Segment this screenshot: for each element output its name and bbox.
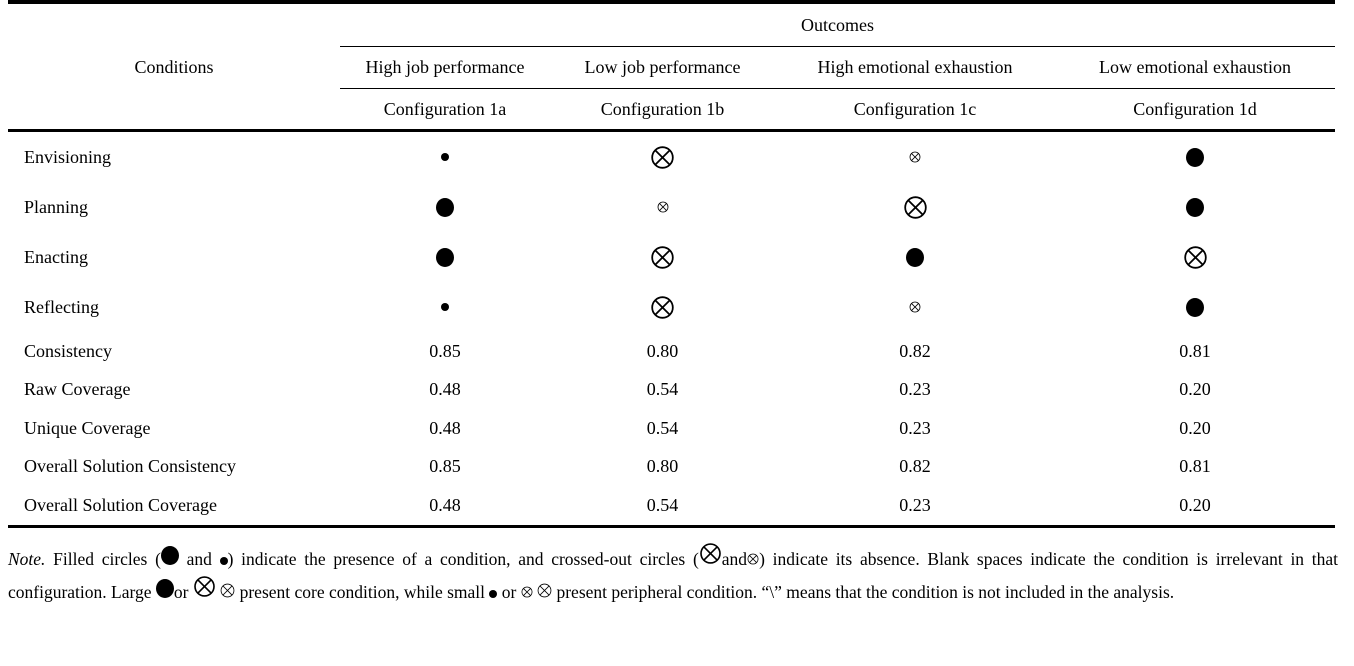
small-filled-circle-icon [489, 590, 498, 599]
large-crossed-circle-icon [699, 542, 722, 565]
small-crossed-circle-icon [657, 201, 669, 213]
value-cell: 0.23 [899, 494, 931, 515]
symbol-cell [1055, 182, 1335, 232]
large-filled-circle-icon [436, 247, 454, 267]
condition-row-label: Planning [24, 196, 89, 217]
large-filled-circle-icon [906, 247, 924, 267]
symbol-cell [775, 132, 1055, 182]
symbol-cell [550, 282, 775, 332]
value-cell: 0.48 [429, 379, 461, 400]
condition-row-label: Unique Coverage [24, 417, 151, 438]
large-filled-circle-icon [160, 545, 179, 565]
condition-row-label: Reflecting [24, 296, 99, 317]
qca-results-table: Outcomes Conditions High job performance… [8, 0, 1335, 528]
header-thick-rule [8, 129, 1335, 132]
symbol-cell [775, 282, 1055, 332]
value-cell: 0.82 [899, 456, 931, 477]
condition-row-label: Enacting [24, 246, 88, 267]
value-cell: 0.85 [429, 340, 461, 361]
conditions-header: Conditions [134, 57, 214, 77]
large-crossed-circle-icon [903, 195, 928, 220]
large-filled-circle-icon [1186, 297, 1204, 317]
outcome-header-3: High emotional exhaustion [775, 47, 1055, 89]
value-cell: 0.48 [429, 494, 461, 515]
config-header-4: Configuration 1d [1133, 98, 1257, 119]
symbol-cell [550, 182, 775, 232]
symbol-cell [340, 132, 550, 182]
symbol-cell [1055, 282, 1335, 332]
value-cell: 0.82 [899, 340, 931, 361]
symbol-cell [340, 232, 550, 282]
condition-row-label: Overall Solution Coverage [24, 494, 217, 515]
config-spacer [8, 89, 340, 129]
symbol-cell [775, 182, 1055, 232]
symbol-cell [1055, 232, 1335, 282]
large-crossed-circle-icon [193, 575, 216, 598]
outcome-header-4: Low emotional exhaustion [1055, 47, 1335, 89]
medium-crossed-circle-icon [537, 583, 552, 598]
symbol-cell [550, 232, 775, 282]
symbol-cell [1055, 132, 1335, 182]
config-header-2: Configuration 1b [600, 98, 725, 119]
value-cell: 0.80 [646, 340, 679, 361]
small-crossed-circle-icon [909, 151, 921, 163]
config-header-1: Configuration 1a [383, 98, 507, 119]
symbol-cell [775, 232, 1055, 282]
large-crossed-circle-icon [650, 245, 675, 270]
large-filled-circle-icon [1186, 197, 1204, 217]
large-crossed-circle-icon [650, 295, 675, 320]
value-cell: 0.20 [1179, 494, 1211, 515]
small-filled-circle-icon [441, 153, 449, 161]
large-filled-circle-icon [155, 579, 174, 599]
condition-row-label: Envisioning [24, 146, 112, 167]
small-crossed-circle-icon [909, 301, 921, 313]
value-cell: 0.23 [899, 417, 931, 438]
value-cell: 0.54 [646, 417, 679, 438]
small-filled-circle-icon [219, 556, 228, 565]
value-cell: 0.54 [646, 379, 679, 400]
medium-crossed-circle-icon [220, 583, 235, 598]
outcomes-header: Outcomes [340, 4, 1335, 47]
small-crossed-circle-icon [521, 586, 533, 598]
value-cell: 0.81 [1179, 340, 1211, 361]
outcome-header-2: Low job performance [550, 47, 775, 89]
small-crossed-circle-icon [747, 553, 759, 565]
value-cell: 0.48 [429, 417, 461, 438]
table-note: Note. Filled circles ( and ) indicate th… [8, 542, 1338, 610]
header-spacer [8, 4, 340, 46]
symbol-cell [340, 282, 550, 332]
large-crossed-circle-icon [650, 145, 675, 170]
value-cell: 0.20 [1179, 379, 1211, 400]
condition-row-label: Consistency [24, 340, 112, 361]
condition-row-label: Raw Coverage [24, 379, 131, 400]
config-header-3: Configuration 1c [853, 98, 977, 119]
large-filled-circle-icon [436, 197, 454, 217]
large-filled-circle-icon [1186, 147, 1204, 167]
symbol-cell [340, 182, 550, 232]
large-crossed-circle-icon [1183, 245, 1208, 270]
note-label: Note. [8, 548, 46, 569]
value-cell: 0.80 [646, 456, 679, 477]
value-cell: 0.85 [429, 456, 461, 477]
symbol-cell [550, 132, 775, 182]
value-cell: 0.81 [1179, 456, 1211, 477]
value-cell: 0.20 [1179, 417, 1211, 438]
value-cell: 0.23 [899, 379, 931, 400]
condition-row-label: Overall Solution Consistency [24, 456, 236, 477]
value-cell: 0.54 [646, 494, 679, 515]
small-filled-circle-icon [441, 303, 449, 311]
outcome-header-1: High job performance [340, 47, 550, 89]
